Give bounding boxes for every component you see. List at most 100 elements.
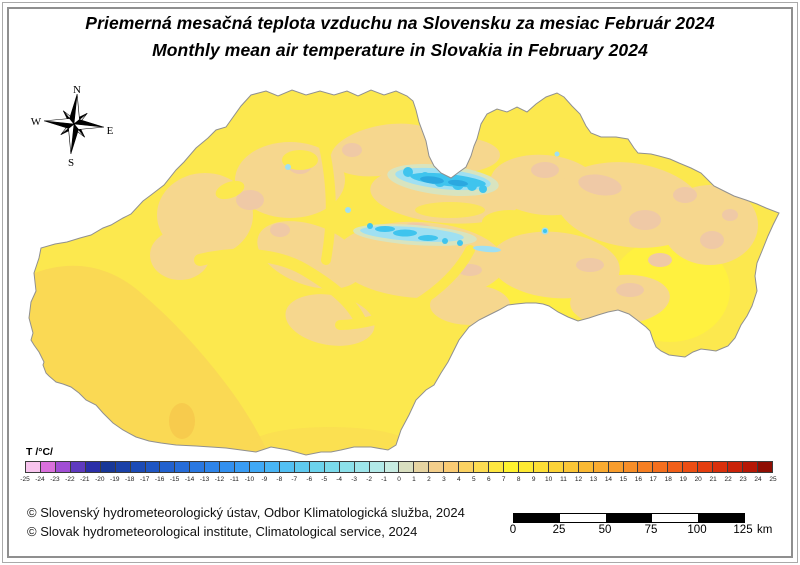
colorbar-tick: -10 [244, 476, 255, 483]
scalebar-segment [514, 514, 560, 522]
colorbar-cell [354, 462, 370, 472]
colorbar-tick: 17 [649, 476, 657, 483]
colorbar-cell [414, 462, 430, 472]
colorbar-tick: 11 [560, 476, 567, 483]
colorbar-cell [623, 462, 639, 472]
colorbar-tick: -17 [139, 476, 150, 483]
scalebar-unit: km [757, 524, 773, 536]
colorbar-cell [100, 462, 116, 472]
colorbar-cell [698, 462, 714, 472]
colorbar-tick: -23 [50, 476, 60, 483]
scalebar-label: 100 [687, 524, 707, 536]
colorbar-tick: -16 [154, 476, 165, 483]
distance-scalebar [513, 513, 745, 523]
colorbar-tick: 13 [589, 476, 598, 483]
colorbar-cell [474, 462, 490, 472]
scalebar-label: 125 [733, 524, 753, 536]
colorbar-cell [369, 462, 385, 472]
colorbar-cell [638, 462, 654, 472]
temperature-colorbar [25, 461, 773, 473]
colorbar-tick: 2 [427, 476, 431, 483]
colorbar-tick: 10 [544, 476, 553, 483]
page-title-english: Monthly mean air temperature in Slovakia… [152, 40, 648, 60]
colorbar-cell [489, 462, 504, 472]
map-region-basin [415, 202, 485, 218]
colorbar-cell [668, 462, 684, 472]
colorbar-tick: -22 [65, 476, 75, 483]
colorbar-cell [459, 462, 475, 472]
colorbar-cell [444, 462, 460, 472]
colorbar-cell [757, 462, 772, 472]
colorbar-cell [713, 462, 729, 472]
colorbar-cell [743, 462, 758, 472]
colorbar-tick: 5 [471, 476, 476, 483]
colorbar-tick: -4 [336, 476, 343, 483]
colorbar-cell [115, 462, 131, 472]
colorbar-cell [339, 462, 355, 472]
colorbar-cell [190, 462, 206, 472]
colorbar-tick: -18 [125, 476, 135, 483]
page-title: Priemerná mesačná teplota vzduchu na Slo… [85, 13, 715, 33]
colorbar-cell [504, 462, 519, 472]
scalebar-segment [698, 514, 744, 522]
colorbar-cell [85, 462, 101, 472]
map-region-basin [482, 210, 538, 234]
colorbar-tick: 24 [754, 476, 762, 483]
scalebar-label: 75 [644, 524, 658, 536]
colorbar-tick: 7 [501, 476, 506, 483]
scalebar-segment [652, 514, 698, 522]
compass-north-label: N [73, 84, 81, 96]
colorbar-tick: -6 [306, 476, 313, 483]
colorbar-cell [653, 462, 669, 472]
map-region-warm-lowland [250, 427, 410, 455]
colorbar-tick: 6 [486, 476, 491, 483]
colorbar-tick-labels: -25 -24 -23 -22 -21 -20 -19 -18 -17 -16 -15 -14 -13-… [20, 476, 776, 485]
colorbar-tick: 0 [397, 476, 401, 483]
colorbar-cell [429, 462, 445, 472]
compass-east-label: E [107, 125, 114, 137]
colorbar-cell [533, 462, 549, 472]
scalebar-segment [606, 514, 652, 522]
colorbar-tick: 19 [679, 476, 687, 483]
colorbar-cell [309, 462, 325, 472]
colorbar-cell [384, 462, 400, 472]
compass-rose: N S W E [31, 84, 114, 169]
colorbar-cell [55, 462, 71, 472]
scalebar-label: 25 [552, 524, 566, 536]
colorbar-cell [608, 462, 624, 472]
colorbar-tick: -3 [351, 476, 357, 483]
colorbar-cell [160, 462, 176, 472]
colorbar-tick: -24 [35, 476, 45, 483]
map-region-basin [215, 180, 245, 200]
colorbar-tick: -13 [199, 476, 210, 483]
scalebar-segment [560, 514, 606, 522]
scalebar-labels: 0 25 50 75 100 125 km [510, 524, 793, 538]
colorbar-cell [563, 462, 579, 472]
colorbar-cell [683, 462, 699, 472]
colorbar-tick: 20 [694, 476, 702, 483]
compass-west-label: W [31, 116, 42, 128]
colorbar-cell [205, 462, 221, 472]
temperature-regions [29, 123, 758, 455]
colorbar-cell [518, 462, 534, 472]
colorbar-tick: 4 [457, 476, 461, 483]
compass-south-label: S [68, 157, 74, 169]
colorbar-tick: -1 [381, 476, 387, 483]
colorbar-cell [235, 462, 251, 472]
colorbar-cell [294, 462, 310, 472]
colorbar-cell [26, 462, 41, 472]
colorbar-tick: -7 [291, 476, 298, 483]
colorbar-cell [40, 462, 56, 472]
colorbar-tick: 23 [739, 476, 747, 483]
colorbar-tick: -20 [95, 476, 105, 483]
colorbar-cell [220, 462, 236, 472]
colorbar-cell [250, 462, 265, 472]
colorbar-tick: 16 [634, 476, 642, 483]
colorbar-tick: -21 [80, 476, 90, 483]
colorbar-tick: 15 [619, 476, 627, 483]
colorbar-tick: -25 [20, 476, 30, 483]
colorbar-tick: 18 [664, 476, 672, 483]
colorbar-tick: -11 [229, 476, 239, 483]
colorbar-tick: -12 [214, 476, 225, 483]
